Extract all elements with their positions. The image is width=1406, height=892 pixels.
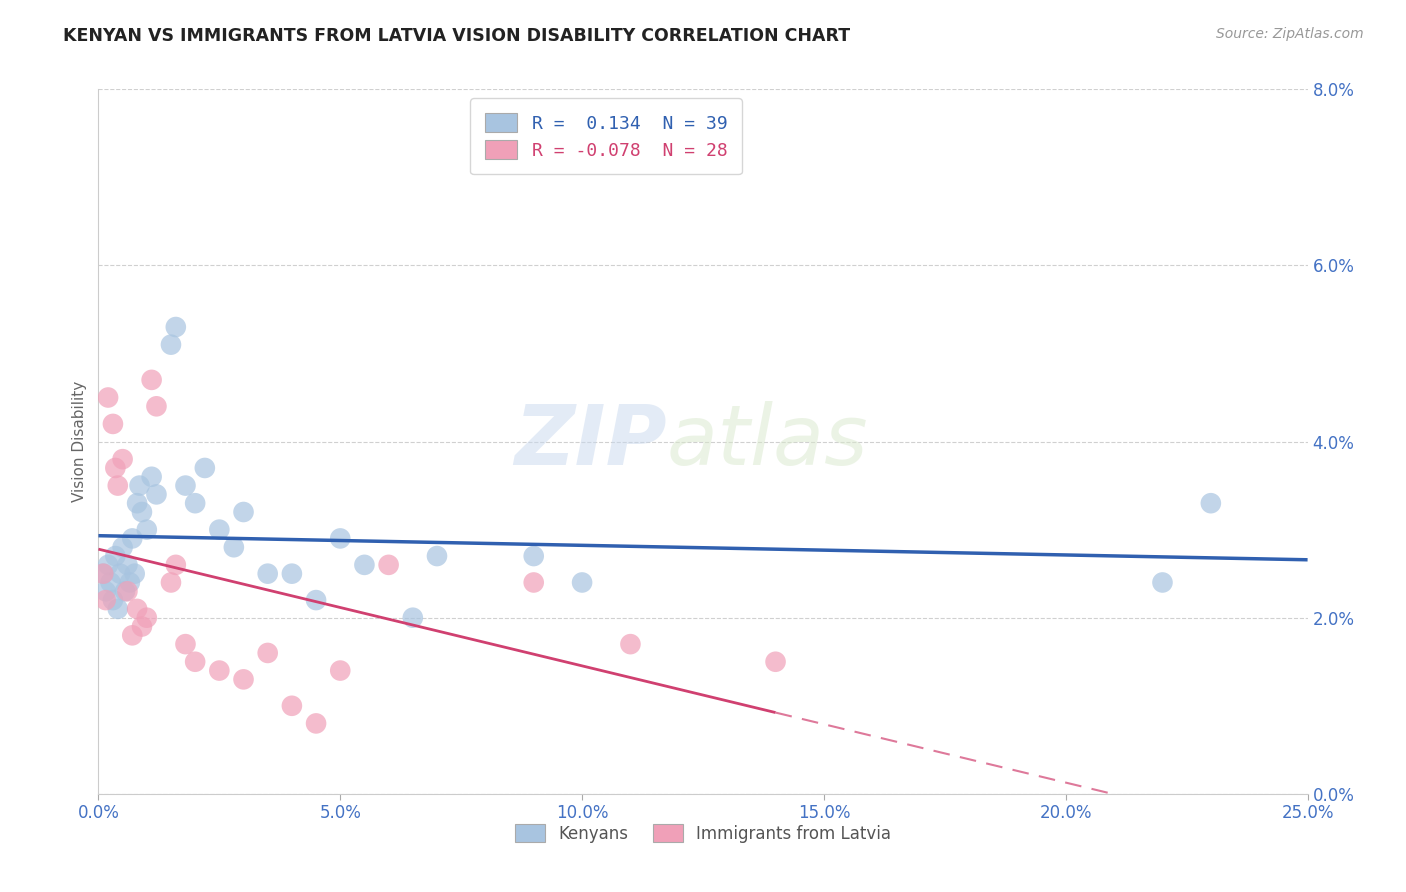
Text: atlas: atlas — [666, 401, 869, 482]
Point — [101, 417, 124, 431]
Point — [97, 391, 120, 405]
Point — [377, 558, 399, 572]
Point — [1199, 496, 1222, 510]
Point — [145, 487, 167, 501]
Point — [127, 602, 149, 616]
Point — [107, 602, 129, 616]
Point — [160, 337, 183, 351]
Point — [619, 637, 641, 651]
Point — [329, 532, 352, 546]
Point — [131, 505, 153, 519]
Point — [131, 619, 153, 633]
Point — [353, 558, 375, 572]
Point — [1152, 575, 1174, 590]
Point — [165, 558, 187, 572]
Point — [174, 478, 197, 492]
Point — [281, 698, 304, 713]
Point — [256, 646, 278, 660]
Point — [111, 541, 134, 555]
Point — [117, 584, 139, 599]
Point — [100, 575, 122, 590]
Text: ZIP: ZIP — [515, 401, 666, 482]
Point — [104, 461, 127, 475]
Point — [135, 523, 157, 537]
Point — [121, 532, 143, 546]
Point — [94, 584, 117, 599]
Point — [128, 478, 150, 492]
Point — [184, 496, 207, 510]
Point — [329, 664, 352, 678]
Point — [124, 566, 146, 581]
Point — [135, 610, 157, 624]
Point — [256, 566, 278, 581]
Text: Source: ZipAtlas.com: Source: ZipAtlas.com — [1216, 27, 1364, 41]
Point — [208, 523, 231, 537]
Legend: Kenyans, Immigrants from Latvia: Kenyans, Immigrants from Latvia — [502, 811, 904, 856]
Point — [117, 558, 139, 572]
Point — [571, 575, 593, 590]
Point — [107, 478, 129, 492]
Point — [174, 637, 197, 651]
Point — [523, 575, 546, 590]
Point — [111, 452, 134, 467]
Point — [426, 549, 449, 563]
Point — [184, 655, 207, 669]
Point — [94, 593, 117, 607]
Point — [121, 628, 143, 642]
Point — [222, 541, 245, 555]
Point — [165, 320, 187, 334]
Point — [127, 496, 149, 510]
Point — [232, 673, 254, 687]
Point — [108, 566, 131, 581]
Point — [194, 461, 217, 475]
Point — [281, 566, 304, 581]
Point — [232, 505, 254, 519]
Point — [141, 373, 163, 387]
Point — [402, 610, 425, 624]
Point — [91, 566, 114, 581]
Point — [305, 716, 328, 731]
Point — [305, 593, 328, 607]
Point — [97, 558, 120, 572]
Point — [523, 549, 546, 563]
Point — [118, 575, 141, 590]
Point — [141, 469, 163, 483]
Point — [91, 566, 114, 581]
Point — [101, 593, 124, 607]
Point — [104, 549, 127, 563]
Text: KENYAN VS IMMIGRANTS FROM LATVIA VISION DISABILITY CORRELATION CHART: KENYAN VS IMMIGRANTS FROM LATVIA VISION … — [63, 27, 851, 45]
Point — [765, 655, 787, 669]
Point — [114, 584, 136, 599]
Y-axis label: Vision Disability: Vision Disability — [72, 381, 87, 502]
Point — [208, 664, 231, 678]
Point — [145, 399, 167, 413]
Point — [160, 575, 183, 590]
